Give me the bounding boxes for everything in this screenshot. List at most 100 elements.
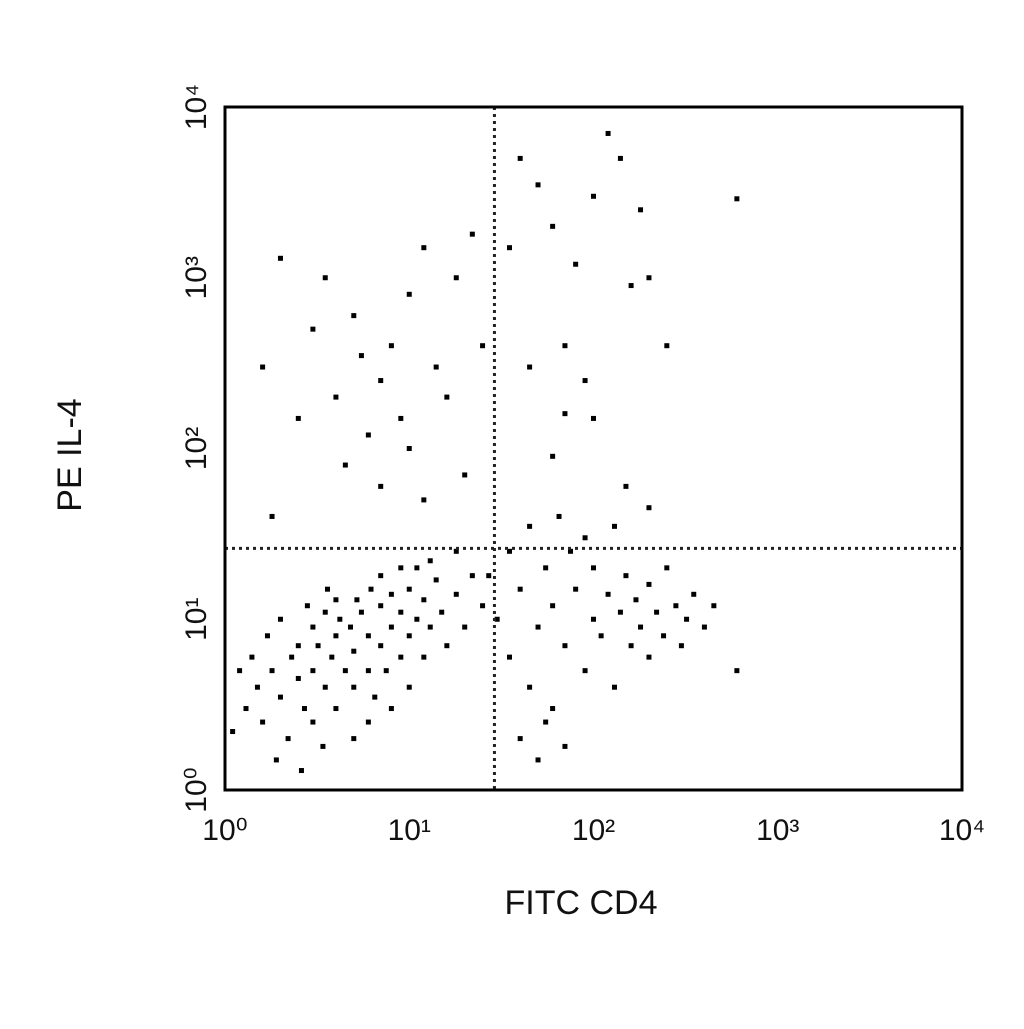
point xyxy=(351,736,357,742)
point xyxy=(368,586,374,592)
point xyxy=(573,586,579,592)
point xyxy=(591,616,596,622)
y-tick-label: 10¹ xyxy=(180,598,213,641)
point xyxy=(638,624,644,630)
point xyxy=(494,616,500,622)
point xyxy=(582,668,588,674)
point xyxy=(711,603,717,609)
point xyxy=(734,668,740,674)
point xyxy=(378,603,384,609)
point xyxy=(388,343,394,349)
point xyxy=(322,684,328,690)
point xyxy=(289,654,295,660)
point xyxy=(633,597,639,603)
point xyxy=(333,394,339,400)
point xyxy=(406,633,412,639)
point xyxy=(453,591,459,597)
point xyxy=(315,643,321,649)
point xyxy=(562,343,568,349)
point xyxy=(378,378,384,384)
point xyxy=(351,648,357,654)
point xyxy=(462,472,468,478)
point xyxy=(506,654,512,660)
point xyxy=(654,609,660,615)
point xyxy=(406,684,412,690)
point xyxy=(269,513,275,519)
point xyxy=(388,706,394,712)
point xyxy=(310,668,316,674)
point xyxy=(444,394,450,400)
point xyxy=(320,743,326,749)
point xyxy=(527,684,533,690)
point xyxy=(591,415,596,421)
point xyxy=(605,130,611,136)
point xyxy=(269,668,275,674)
point xyxy=(598,633,604,639)
point xyxy=(295,643,301,649)
point xyxy=(543,719,549,725)
point xyxy=(480,343,486,349)
point xyxy=(277,255,283,261)
point xyxy=(298,768,304,774)
point xyxy=(646,654,652,660)
point xyxy=(562,643,568,649)
point xyxy=(322,275,328,281)
point xyxy=(567,548,573,554)
point xyxy=(582,378,588,384)
point xyxy=(591,193,596,199)
point xyxy=(517,586,523,592)
point xyxy=(398,565,404,571)
point xyxy=(433,364,439,370)
y-tick-label: 10³ xyxy=(180,256,213,299)
point xyxy=(388,624,394,630)
point xyxy=(469,573,475,579)
point xyxy=(550,603,556,609)
x-axis-label: FITC CD4 xyxy=(505,884,658,922)
y-tick-label: 10⁴ xyxy=(180,84,213,130)
x-tick-label: 10¹ xyxy=(388,814,431,847)
point xyxy=(734,196,740,202)
point xyxy=(439,609,445,615)
point xyxy=(398,415,404,421)
point xyxy=(535,757,541,763)
point xyxy=(398,609,404,615)
point xyxy=(617,155,623,161)
point xyxy=(351,313,357,319)
point xyxy=(611,523,617,529)
point xyxy=(365,668,371,674)
point xyxy=(506,245,512,251)
point xyxy=(372,694,378,700)
y-tick-label: 10² xyxy=(180,427,213,470)
point xyxy=(562,411,568,417)
point xyxy=(398,654,404,660)
point xyxy=(324,586,330,592)
x-tick-label: 10² xyxy=(572,814,615,847)
point xyxy=(378,643,384,649)
point xyxy=(342,668,348,674)
point xyxy=(444,643,450,649)
point xyxy=(295,415,301,421)
point xyxy=(322,609,328,615)
point xyxy=(243,706,249,712)
point xyxy=(351,684,357,690)
point xyxy=(358,353,364,359)
point xyxy=(378,573,384,579)
point xyxy=(421,597,427,603)
y-axis-label: PE IL-4 xyxy=(51,398,89,511)
point xyxy=(517,736,523,742)
point xyxy=(277,616,283,622)
point xyxy=(605,591,611,597)
point xyxy=(264,633,270,639)
point xyxy=(406,446,412,451)
point xyxy=(664,565,670,571)
point xyxy=(333,597,339,603)
point xyxy=(348,624,354,630)
point xyxy=(301,706,307,712)
point xyxy=(550,706,556,712)
point xyxy=(333,706,339,712)
point xyxy=(383,668,389,674)
point xyxy=(295,675,301,681)
point xyxy=(285,736,291,742)
point xyxy=(329,654,335,660)
point xyxy=(260,364,266,370)
